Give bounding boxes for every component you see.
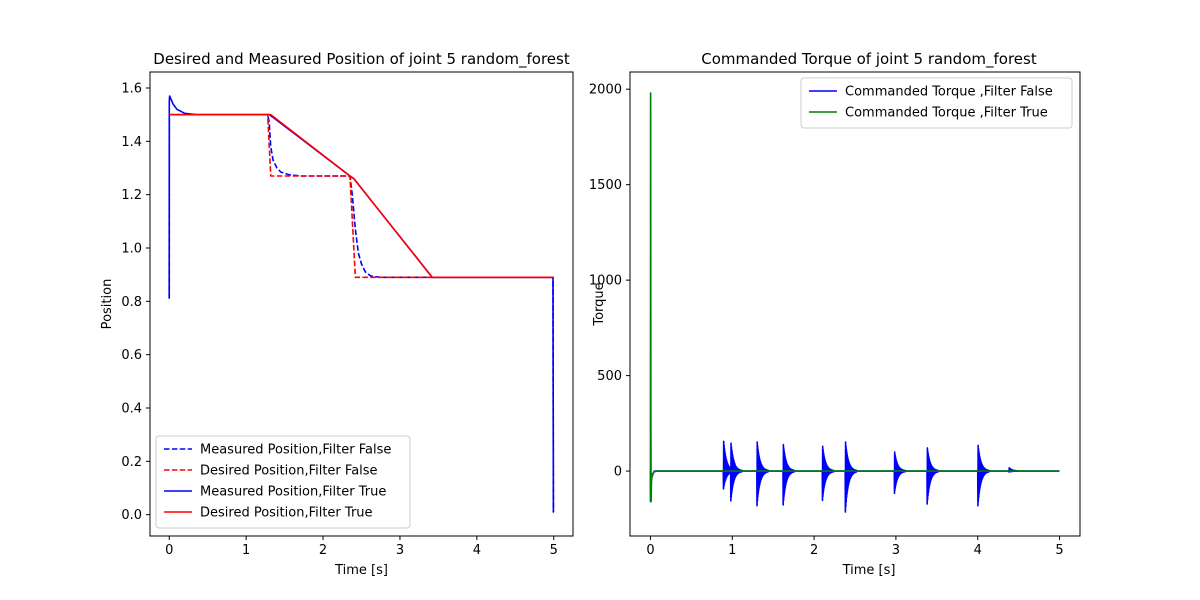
y-tick-label: 0 xyxy=(614,465,622,480)
y-tick-label: 1.4 xyxy=(121,135,142,150)
position-chart-ylabel: Position xyxy=(100,279,115,330)
x-tick-label: 1 xyxy=(728,543,736,558)
y-tick-label: 2000 xyxy=(589,83,622,98)
torque-chart-legend: Commanded Torque ,Filter False Commanded … xyxy=(800,77,1073,129)
position-chart-legend: Measured Position,Filter False Desired Po… xyxy=(155,435,411,529)
x-tick-label: 0 xyxy=(646,543,654,558)
torque-chart-title: Commanded Torque of joint 5 random_fores… xyxy=(701,50,1037,69)
x-tick-label: 0 xyxy=(165,543,173,558)
legend-label: Commanded Torque ,Filter True xyxy=(845,106,1048,121)
torque-chart-ylabel: Torque xyxy=(592,282,607,326)
x-tick-label: 5 xyxy=(1055,543,1063,558)
torque-chart-series xyxy=(649,92,1060,513)
y-tick-label: 1.2 xyxy=(121,188,142,203)
legend-label: Commanded Torque ,Filter False xyxy=(845,85,1053,100)
x-tick-label: 3 xyxy=(892,543,900,558)
legend-frame xyxy=(800,77,1073,129)
x-tick-label: 2 xyxy=(319,543,327,558)
y-tick-label: 0.0 xyxy=(121,508,142,523)
legend-label: Measured Position,Filter False xyxy=(200,443,391,458)
position-chart-title: Desired and Measured Position of joint 5… xyxy=(153,50,570,69)
legend-label: Desired Position,Filter False xyxy=(200,464,378,479)
position-chart-frame xyxy=(149,71,574,537)
position-chart: Desired and Measured Position of joint 5… xyxy=(100,50,574,578)
position-chart-series xyxy=(168,95,555,513)
legend-label: Desired Position,Filter True xyxy=(200,506,373,521)
torque-chart-ticks: 0 1 2 3 4 5 0 500 1000 1500 2000 xyxy=(589,83,1064,558)
x-tick-label: 4 xyxy=(974,543,982,558)
y-tick-label: 0.6 xyxy=(121,348,142,363)
torque-chart-frame xyxy=(629,71,1081,537)
legend-label: Measured Position,Filter True xyxy=(200,485,386,500)
legend-frame xyxy=(155,435,411,529)
position-chart-ticks: 0 1 2 3 4 5 0.0 0.2 0.4 0.6 0.8 1.0 1.2 1.4 1.6 xyxy=(121,82,558,559)
y-tick-label: 0.4 xyxy=(121,402,142,417)
torque-chart: Commanded Torque of joint 5 random_fores… xyxy=(589,50,1081,578)
y-tick-label: 1.6 xyxy=(121,82,142,97)
x-tick-label: 5 xyxy=(550,543,558,558)
x-tick-label: 1 xyxy=(242,543,250,558)
x-tick-label: 2 xyxy=(810,543,818,558)
y-tick-label: 0.2 xyxy=(121,455,142,470)
x-tick-label: 3 xyxy=(396,543,404,558)
torque-chart-xlabel: Time [s] xyxy=(842,563,896,578)
y-tick-label: 1500 xyxy=(589,178,622,193)
position-chart-xlabel: Time [s] xyxy=(334,563,388,578)
y-tick-label: 1000 xyxy=(589,274,622,289)
y-tick-label: 500 xyxy=(597,369,622,384)
series-line xyxy=(169,113,554,279)
x-tick-label: 4 xyxy=(473,543,481,558)
y-tick-label: 0.8 xyxy=(121,295,142,310)
series-line xyxy=(649,92,1060,503)
y-tick-label: 1.0 xyxy=(121,242,142,257)
